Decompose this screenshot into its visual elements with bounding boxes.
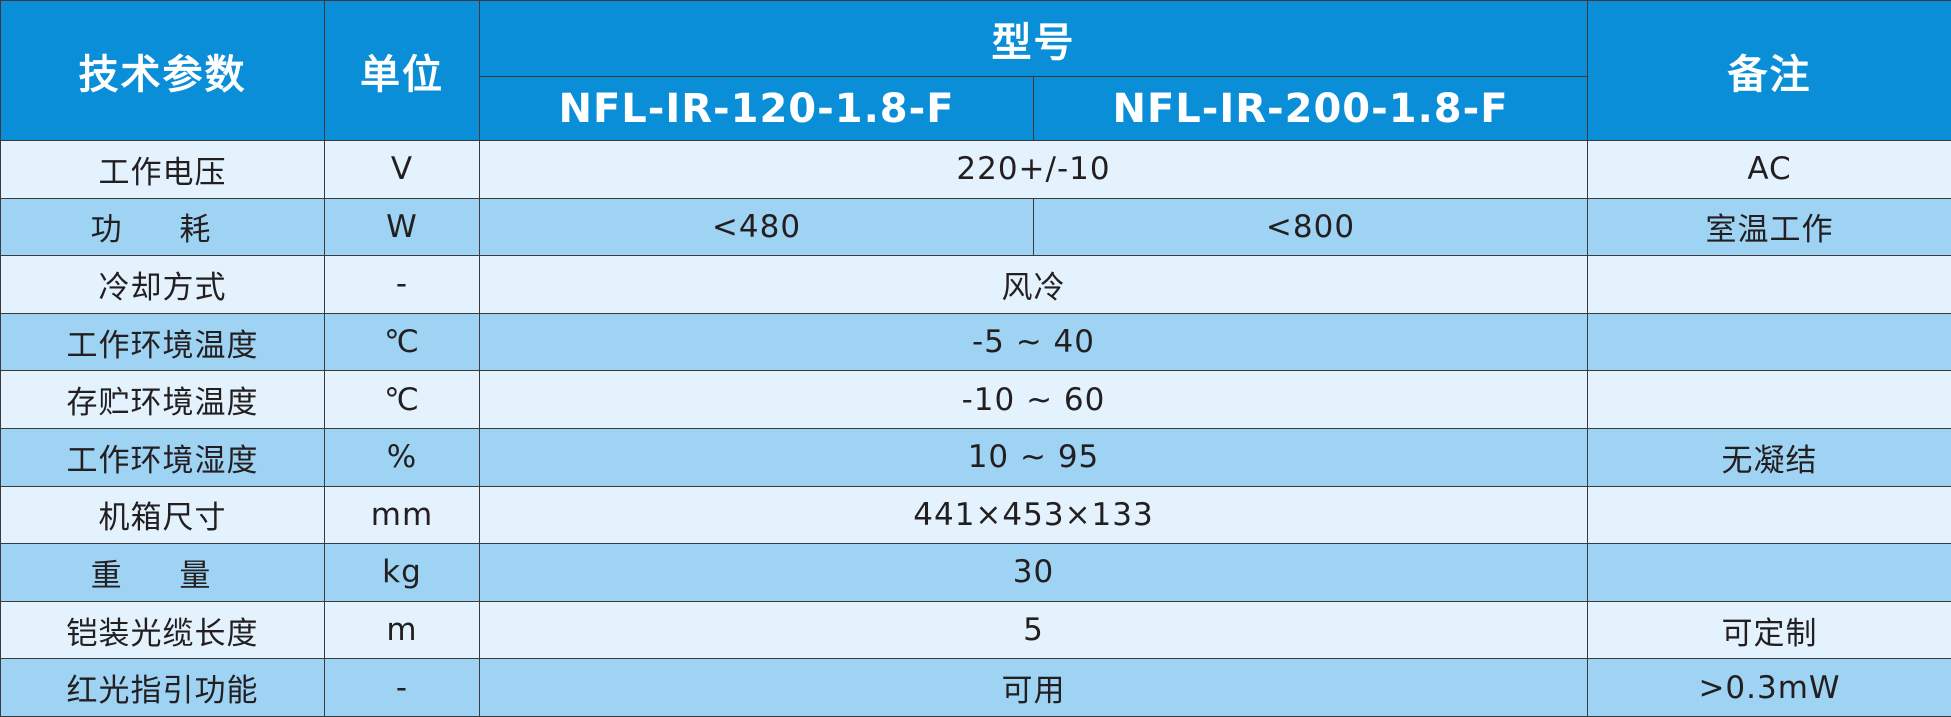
- param-remark: AC: [1587, 140, 1951, 199]
- header-unit: 单位: [324, 0, 480, 141]
- param-name: 冷却方式: [0, 255, 325, 314]
- header-param: 技术参数: [0, 0, 325, 141]
- param-unit: kg: [324, 543, 480, 602]
- param-remark: 室温工作: [1587, 197, 1951, 257]
- param-value: 441×453×133: [479, 485, 1588, 545]
- param-name: 铠装光缆长度: [0, 600, 325, 660]
- table-row: 机箱尺寸 mm 441×453×133: [0, 485, 1951, 545]
- param-value: 30: [479, 543, 1588, 602]
- param-remark: >0.3mW: [1587, 658, 1951, 717]
- param-value: 10 ~ 95: [479, 427, 1588, 487]
- param-value-b: <800: [1033, 197, 1588, 257]
- param-name: 存贮环境温度: [0, 370, 325, 429]
- param-remark: [1587, 312, 1951, 372]
- table-row: 工作环境湿度 % 10 ~ 95 无凝结: [0, 427, 1951, 487]
- param-unit: ℃: [324, 312, 480, 372]
- param-remark: 无凝结: [1587, 427, 1951, 487]
- param-unit: -: [324, 658, 480, 717]
- table-header: 技术参数 单位 型号 备注 NFL-IR-120-1.8-F NFL-IR-20…: [0, 0, 1951, 141]
- header-model-a: NFL-IR-120-1.8-F: [479, 76, 1034, 141]
- param-unit: mm: [324, 485, 480, 545]
- table-row: 冷却方式 - 风冷: [0, 255, 1951, 314]
- param-name: 红光指引功能: [0, 658, 325, 717]
- header-model: 型号: [479, 0, 1588, 77]
- table-row: 存贮环境温度 ℃ -10 ~ 60: [0, 370, 1951, 429]
- param-value: 220+/-10: [479, 140, 1588, 199]
- param-name: 工作环境湿度: [0, 427, 325, 487]
- table-row: 功 耗 W <480 <800 室温工作: [0, 197, 1951, 257]
- param-name: 重 量: [0, 543, 325, 602]
- param-value-a: <480: [479, 197, 1034, 257]
- param-unit: ℃: [324, 370, 480, 429]
- param-name: 机箱尺寸: [0, 485, 325, 545]
- table-row: 铠装光缆长度 m 5 可定制: [0, 600, 1951, 660]
- param-name: 工作电压: [0, 140, 325, 199]
- table-row: 红光指引功能 - 可用 >0.3mW: [0, 658, 1951, 717]
- param-unit: %: [324, 427, 480, 487]
- param-remark: [1587, 255, 1951, 314]
- param-remark: [1587, 485, 1951, 545]
- table-row: 重 量 kg 30: [0, 543, 1951, 602]
- param-remark: [1587, 370, 1951, 429]
- table-row: 工作环境温度 ℃ -5 ~ 40: [0, 312, 1951, 372]
- param-name: 功 耗: [0, 197, 325, 257]
- param-value: 5: [479, 600, 1588, 660]
- header-remark: 备注: [1587, 0, 1951, 141]
- param-unit: m: [324, 600, 480, 660]
- param-name: 工作环境温度: [0, 312, 325, 372]
- param-value: 风冷: [479, 255, 1588, 314]
- param-value: -5 ~ 40: [479, 312, 1588, 372]
- table-row: 工作电压 V 220+/-10 AC: [0, 140, 1951, 199]
- param-unit: V: [324, 140, 480, 199]
- param-unit: -: [324, 255, 480, 314]
- param-remark: 可定制: [1587, 600, 1951, 660]
- param-value: 可用: [479, 658, 1588, 717]
- header-model-b: NFL-IR-200-1.8-F: [1033, 76, 1588, 141]
- param-remark: [1587, 543, 1951, 602]
- param-value: -10 ~ 60: [479, 370, 1588, 429]
- param-unit: W: [324, 197, 480, 257]
